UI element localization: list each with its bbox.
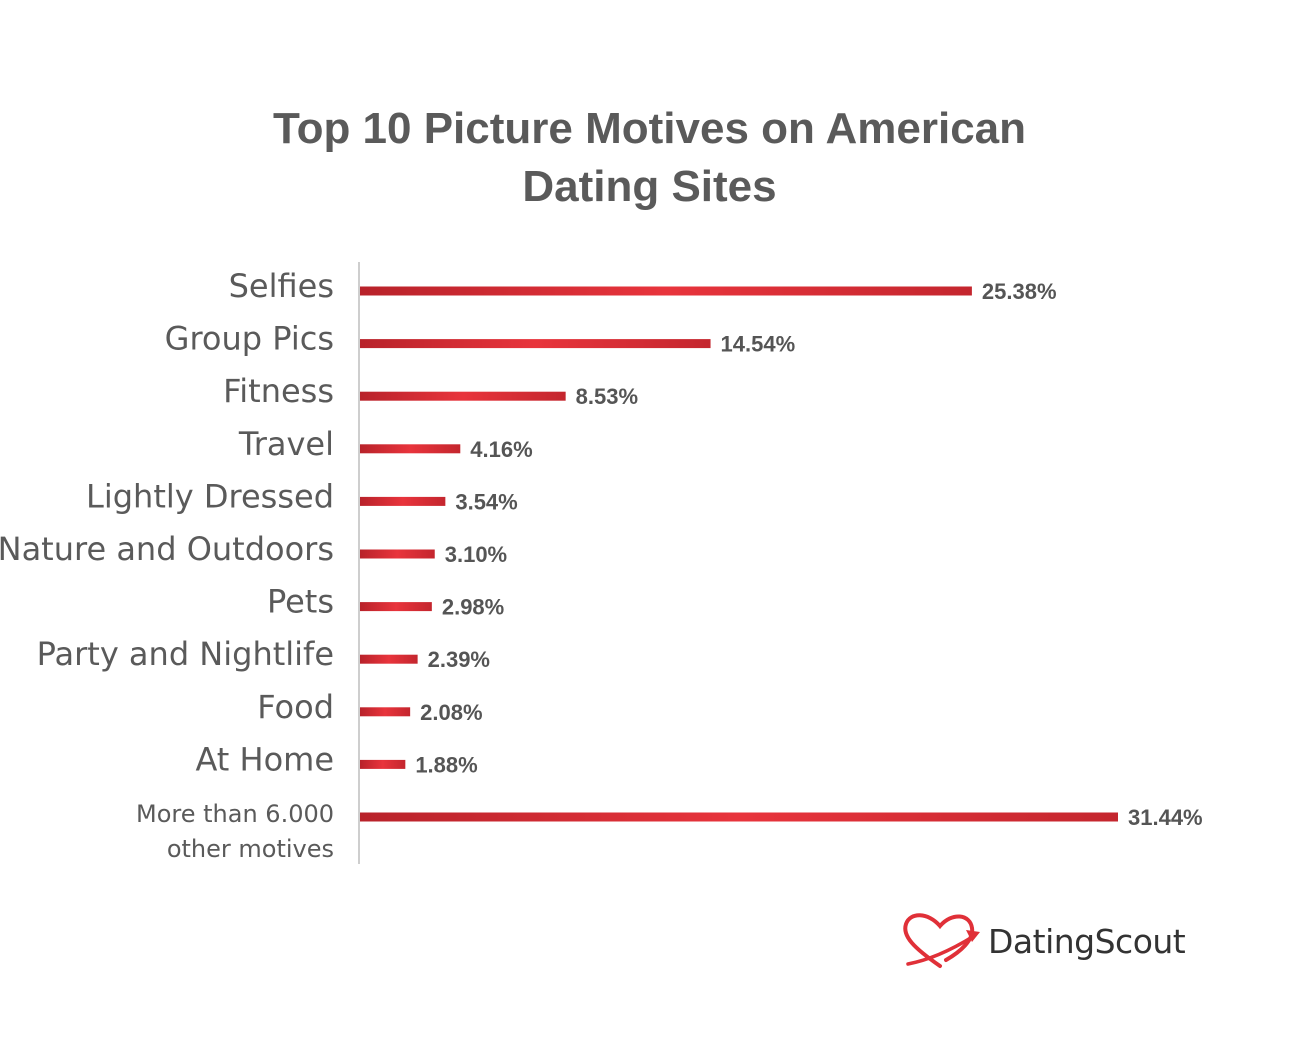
heart-arrow-icon	[903, 913, 980, 968]
category-labels-group: Selfies Group Pics Fitness Travel Lightly Dr…	[0, 267, 334, 863]
category-label: Food	[257, 688, 334, 726]
category-label: Travel	[238, 425, 334, 463]
bar-value-label: 2.39%	[428, 647, 490, 672]
category-label: Nature and Outdoors	[0, 530, 334, 568]
bar-value-label: 2.98%	[442, 595, 504, 620]
category-label: Selfies	[229, 267, 334, 305]
bar	[360, 602, 432, 612]
bar	[360, 549, 435, 559]
bar-value-label: 31.44%	[1128, 805, 1203, 830]
bar-value-label: 4.16%	[470, 437, 532, 462]
bar-value-label: 3.54%	[455, 489, 517, 514]
bar	[360, 286, 972, 296]
bar	[360, 339, 711, 349]
brand-name: DatingScout	[988, 922, 1186, 961]
chart-title-line-2: Dating Sites	[522, 162, 777, 211]
bar	[360, 759, 406, 769]
bar-value-label: 14.54%	[721, 332, 796, 357]
bar-value-label: 25.38%	[982, 279, 1057, 304]
bar-value-label: 3.10%	[445, 542, 507, 567]
category-label: Pets	[267, 583, 334, 621]
bar-value-label: 2.08%	[420, 700, 482, 725]
chart-title-line-1: Top 10 Picture Motives on American	[272, 104, 1027, 153]
bar-value-label: 1.88%	[415, 752, 477, 777]
category-label: At Home	[195, 740, 334, 778]
bar	[360, 812, 1118, 822]
bar	[360, 496, 446, 506]
bar-value-label: 8.53%	[576, 384, 638, 409]
category-label: Lightly Dressed	[86, 477, 334, 515]
bar	[360, 654, 418, 664]
category-label: Fitness	[223, 372, 334, 410]
category-label: More than 6.000 other motives	[136, 800, 334, 863]
bar	[360, 444, 461, 454]
category-label-line: More than 6.000	[136, 800, 334, 828]
category-label: Group Pics	[165, 320, 334, 358]
bars-group	[360, 286, 1118, 822]
category-label-line: other motives	[167, 835, 334, 863]
value-labels-group: 25.38% 14.54% 8.53% 4.16% 3.54% 3.10% 2.98% 2.3…	[415, 279, 1202, 830]
category-label: Party and Nightlife	[37, 635, 334, 673]
bar	[360, 391, 566, 401]
bar	[360, 707, 411, 717]
chart-title: Top 10 Picture Motives on American Datin…	[0, 100, 1299, 216]
brand-logo: DatingScout	[900, 908, 1200, 972]
